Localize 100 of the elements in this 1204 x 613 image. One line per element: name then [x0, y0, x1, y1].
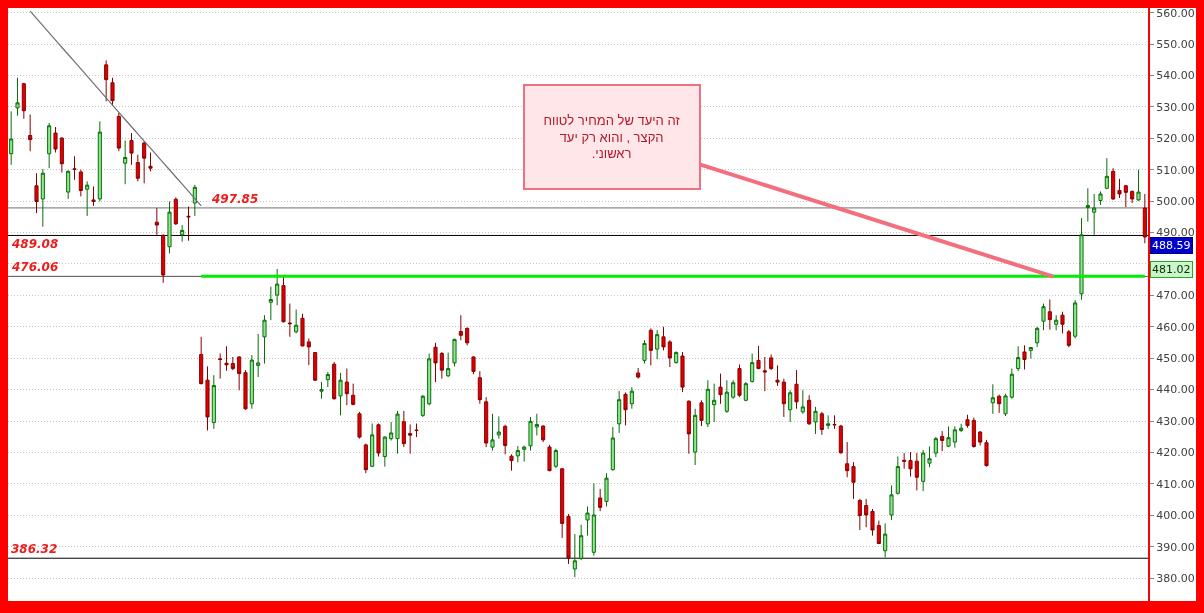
candlestick — [718, 373, 723, 405]
candlestick — [642, 339, 647, 365]
y-tick-label: 540.00 — [1156, 69, 1195, 83]
candlestick — [1123, 184, 1128, 208]
y-tick-label: 450.00 — [1156, 352, 1195, 366]
candlestick — [1016, 345, 1021, 372]
candlestick — [971, 417, 976, 449]
candlestick — [395, 410, 400, 455]
y-tick-label: 470.00 — [1156, 289, 1195, 303]
candlestick — [857, 498, 862, 531]
candlestick — [655, 329, 660, 360]
candlestick — [230, 356, 235, 371]
candlestick — [667, 339, 672, 368]
candlestick — [1117, 178, 1122, 199]
y-tick-label: 420.00 — [1156, 446, 1195, 460]
candlestick — [78, 169, 83, 197]
candlestick — [66, 169, 71, 200]
candlestick — [572, 533, 577, 578]
candlestick — [496, 415, 501, 440]
candlestick — [414, 423, 419, 438]
candlestick — [211, 374, 216, 430]
candlestick — [218, 353, 223, 380]
candlestick — [91, 185, 96, 207]
candlestick — [15, 77, 20, 117]
candlestick — [610, 426, 615, 472]
candlestick — [534, 413, 539, 436]
candlestick — [104, 59, 109, 102]
candlestick — [338, 372, 343, 416]
candlestick — [883, 522, 888, 558]
candlestick — [205, 365, 210, 431]
candlestick — [129, 132, 134, 166]
candlestick — [648, 327, 653, 366]
candlestick — [604, 472, 609, 507]
candlestick — [965, 414, 970, 429]
candlestick — [40, 168, 45, 228]
candlestick — [851, 461, 856, 500]
text: 488.59 — [1152, 239, 1191, 252]
candlestick — [154, 207, 159, 236]
candlestick — [363, 443, 368, 474]
candlestick — [1130, 189, 1135, 204]
candlestick — [433, 342, 438, 383]
candlestick — [838, 424, 843, 455]
candlestick — [97, 120, 102, 202]
candlestick — [262, 314, 267, 365]
candlestick — [800, 389, 805, 415]
candlestick — [135, 154, 140, 182]
candlestick — [661, 326, 666, 351]
candlestick — [173, 196, 178, 226]
candlestick — [978, 430, 983, 447]
candlestick — [300, 313, 305, 347]
candlestick — [743, 381, 748, 402]
candlestick — [769, 353, 774, 371]
candlestick — [306, 337, 311, 366]
y-tick-label: 390.00 — [1156, 540, 1195, 554]
candlestick — [781, 378, 786, 418]
candlestick — [376, 423, 381, 458]
candlestick — [864, 498, 869, 528]
candlestick — [1079, 217, 1084, 301]
y-tick-label: 410.00 — [1156, 477, 1195, 491]
candlestick — [914, 452, 919, 491]
candlestick — [560, 467, 565, 539]
candlestick — [1003, 393, 1008, 417]
candlestick — [959, 423, 964, 433]
candlestick — [268, 286, 273, 321]
candlestick — [636, 367, 641, 380]
y-tick-label: 430.00 — [1156, 414, 1195, 428]
y-tick-label: 550.00 — [1156, 37, 1195, 51]
candlestick — [1066, 329, 1071, 348]
candlestick — [465, 326, 470, 346]
candlestick — [503, 424, 508, 455]
candlestick — [1022, 344, 1027, 371]
y-tick-label: 510.00 — [1156, 163, 1195, 177]
candlestick — [579, 524, 584, 561]
candlestick — [21, 82, 26, 120]
candlestick — [737, 363, 742, 398]
candlestick — [990, 383, 995, 415]
candlestick — [946, 425, 951, 448]
candlestick — [1098, 190, 1103, 206]
candlestick — [1092, 193, 1097, 236]
candlestick — [819, 411, 824, 436]
candlestick — [401, 410, 406, 448]
candlestick — [72, 155, 77, 181]
candlestick — [674, 350, 679, 365]
candlestick — [243, 369, 248, 411]
candlestick — [750, 353, 755, 384]
candlestick — [439, 351, 444, 380]
candlestick — [34, 172, 39, 214]
y-tick-label: 400.00 — [1156, 509, 1195, 523]
text: 481.02 — [1152, 263, 1191, 276]
candlestick — [344, 368, 349, 406]
ref-line-label: 489.08 — [11, 237, 59, 251]
candlestick — [180, 224, 185, 243]
candlestick — [623, 391, 628, 426]
candlestick — [53, 126, 58, 153]
ref-line-label: 497.85 — [211, 192, 259, 206]
candlestick — [85, 180, 90, 217]
candlestick — [357, 411, 362, 440]
candlestick — [566, 513, 571, 565]
candlestick — [522, 445, 527, 463]
candlestick — [617, 390, 622, 434]
